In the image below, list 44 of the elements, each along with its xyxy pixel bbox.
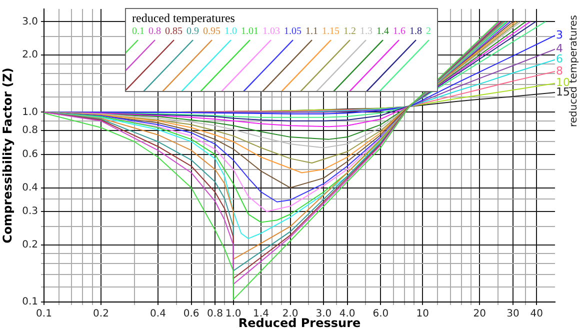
text: 1.2 (344, 26, 356, 37)
x-tick-label: 30 (506, 308, 520, 320)
text: reduced temperatures (568, 15, 580, 127)
y-tick-label: 0.8 (22, 125, 38, 136)
text: 0.8 (148, 26, 161, 37)
series-label: 3 (556, 28, 563, 42)
text: 1.6 (393, 26, 406, 37)
y-tick-label: 0.3 (22, 206, 38, 218)
text: 1.05 (284, 26, 302, 37)
x-tick-label: 0.6 (183, 308, 200, 320)
x-tick-label: 0.4 (150, 308, 166, 320)
x-tick-label: 6.0 (372, 308, 389, 320)
series-label: 4 (556, 42, 563, 56)
text: 1.15 (322, 26, 340, 37)
text: 1.0 (224, 26, 237, 37)
text: 0.1 (132, 26, 144, 37)
x-tick-label: 0.1 (36, 308, 52, 320)
legend-title: reduced temperatures (132, 11, 236, 25)
y-tick-label: 0.2 (22, 239, 38, 250)
text: 2 (426, 26, 431, 37)
series-label: 6 (556, 52, 563, 66)
text: 0.85 (165, 26, 182, 37)
text: 0.95 (203, 26, 220, 37)
text: 1.3 (360, 26, 372, 37)
y-axis-title: Compressibility Factor (Z) (0, 68, 14, 244)
text: 0.9 (186, 26, 199, 37)
y-tick-label: 2.0 (22, 50, 38, 61)
x-tick-label: 40 (530, 308, 544, 320)
x-tick-label: 10 (416, 308, 430, 320)
x-tick-label: 20 (473, 308, 486, 320)
text: 1.8 (410, 26, 422, 37)
series-label: 8 (556, 64, 563, 78)
y-tick-label: 0.4 (22, 182, 38, 194)
x-tick-label: 0.8 (207, 308, 223, 320)
text: 1.03 (262, 26, 280, 37)
y-tick-label: 1.0 (22, 106, 38, 118)
text: 1.1 (306, 26, 318, 37)
y-tick-label: 0.6 (22, 148, 38, 160)
series-label: 15 (556, 85, 570, 98)
text: 1.4 (376, 26, 389, 37)
y-tick-label: 3.0 (22, 16, 38, 28)
y-tick-label: 0.1 (22, 296, 38, 308)
text: 1.01 (241, 26, 258, 37)
x-tick-label: 0.2 (93, 308, 109, 320)
